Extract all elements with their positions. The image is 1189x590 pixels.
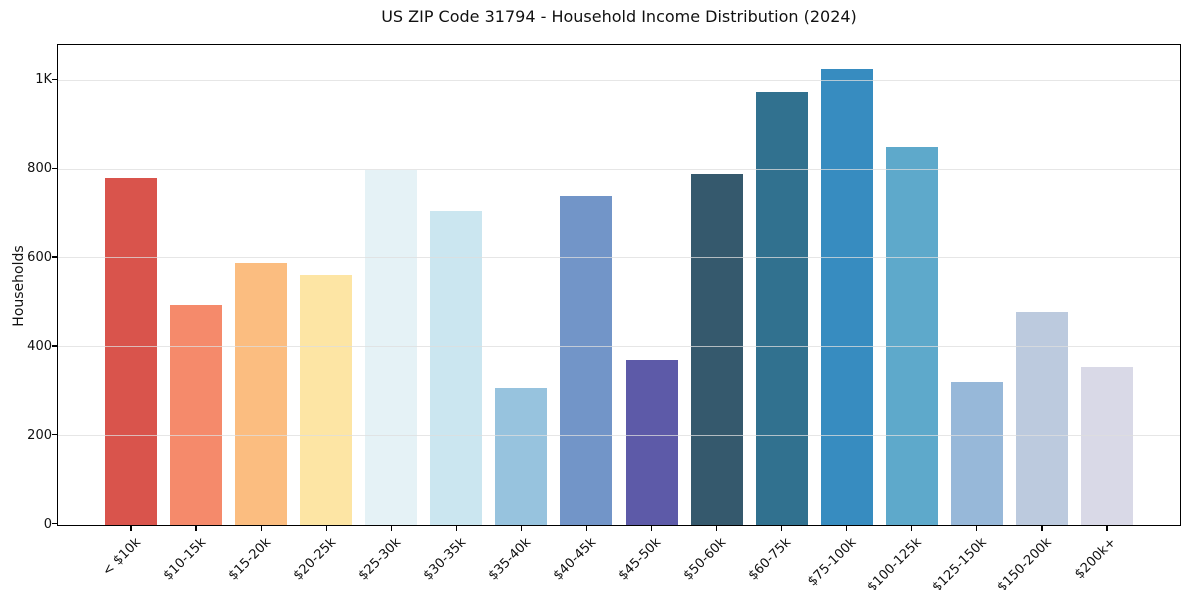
- x-tick-label-50-60k: $50-60k: [680, 535, 730, 584]
- x-tick-mark: [715, 526, 718, 531]
- x-tick-mark: [976, 526, 978, 531]
- bar-slot: [489, 45, 554, 525]
- y-tick-label-1k: 1K: [35, 72, 52, 88]
- gridline-200: [58, 435, 1180, 437]
- x-tick-mark: [130, 526, 132, 531]
- bar-slot: [228, 45, 293, 525]
- bar-slot: [359, 45, 424, 525]
- x-tick-label-15-20k: $15-20k: [225, 535, 274, 584]
- x-tick-label-10k: < $10k: [99, 535, 144, 580]
- bar-slot: [880, 45, 945, 525]
- plot-area: [57, 44, 1181, 526]
- x-tick-label-30-35k: $30-35k: [420, 535, 469, 584]
- y-tick-mark: [52, 78, 57, 81]
- x-tick-label-200k: $200k+: [1072, 535, 1120, 583]
- bar-40-45k: [560, 196, 613, 525]
- bar-30-35k: [430, 211, 483, 525]
- bar-slot: [1010, 45, 1075, 525]
- y-tick-mark: [52, 167, 57, 169]
- y-tick-label-0: 0: [43, 516, 52, 532]
- x-tick-label-100-125k: $100-125k: [864, 535, 925, 590]
- bar-slot: [749, 45, 814, 525]
- x-tick-label-35-40k: $35-40k: [485, 535, 535, 584]
- bar-50-60k: [690, 174, 743, 525]
- y-tick-mark: [52, 523, 57, 525]
- x-tick-label-125-150k: $125-150k: [929, 535, 990, 590]
- x-tick-mark: [1041, 526, 1043, 531]
- bar-25-30k: [365, 170, 418, 525]
- bar-150-200k: [1016, 311, 1069, 525]
- bar-35-40k: [495, 387, 548, 525]
- x-tick-mark: [911, 526, 913, 531]
- x-tick-mark: [455, 526, 457, 531]
- bar-45-50k: [625, 360, 678, 525]
- bar-slot: [98, 45, 163, 525]
- y-tick-label-400: 400: [27, 338, 52, 354]
- y-tick-mark: [52, 256, 57, 258]
- bar-20-25k: [299, 274, 352, 525]
- y-tick-label-200: 200: [27, 427, 52, 443]
- bar-slot: [684, 45, 749, 525]
- bar-200k: [1081, 367, 1134, 525]
- bar-slot: [293, 45, 358, 525]
- x-tick-mark: [781, 526, 783, 531]
- gridline-600: [58, 257, 1180, 259]
- bar-slot: [424, 45, 489, 525]
- x-tick-label-40-45k: $40-45k: [550, 535, 600, 584]
- x-tick-mark: [650, 526, 653, 531]
- chart-title: US ZIP Code 31794 - Household Income Dis…: [381, 7, 857, 26]
- x-tick-mark: [260, 526, 262, 531]
- x-tick-mark: [325, 526, 327, 531]
- bar-15-20k: [234, 262, 287, 525]
- bar-slot: [1075, 45, 1140, 525]
- gridline-400: [58, 346, 1180, 348]
- x-tick-mark: [520, 526, 523, 531]
- bar-slot: [163, 45, 228, 525]
- bar-slot: [619, 45, 684, 525]
- x-tick-label-60-75k: $60-75k: [745, 535, 795, 584]
- x-tick-label-10-15k: $10-15k: [160, 535, 209, 584]
- bar-slot: [945, 45, 1010, 525]
- x-tick-label-45-50k: $45-50k: [615, 535, 665, 584]
- bar-75-100k: [820, 68, 873, 525]
- x-tick-label-75-100k: $75-100k: [804, 535, 860, 590]
- bar-slot: [814, 45, 879, 525]
- x-tick-mark: [390, 526, 392, 531]
- y-tick-mark: [52, 345, 57, 347]
- gridline-1k: [58, 79, 1180, 81]
- bar-60-75k: [755, 91, 808, 525]
- bar-100-125k: [886, 147, 939, 525]
- y-tick-label-600: 600: [27, 249, 52, 265]
- x-tick-mark: [1106, 526, 1108, 531]
- bar-slot: [554, 45, 619, 525]
- x-tick-mark: [846, 526, 848, 531]
- x-tick-label-20-25k: $20-25k: [290, 535, 339, 584]
- x-tick-mark: [195, 526, 197, 531]
- x-tick-mark: [585, 526, 588, 531]
- x-tick-label-150-200k: $150-200k: [994, 535, 1055, 590]
- x-tick-label-25-30k: $25-30k: [355, 535, 404, 584]
- x-tick-labels: < $10k $10-15k $15-20k $20-25k $25-30k $30-35…: [57, 526, 1181, 590]
- bar-125-150k: [951, 381, 1004, 525]
- y-tick-labels: 0 200 400 600 800 1K: [5, 44, 52, 531]
- y-tick-mark: [52, 434, 57, 436]
- bar-10-15k: [169, 305, 222, 525]
- y-tick-marks: [52, 44, 57, 526]
- bar-10k: [104, 178, 157, 525]
- gridline-800: [58, 168, 1180, 170]
- bars-layer: [58, 45, 1180, 525]
- y-tick-label-800: 800: [27, 161, 52, 176]
